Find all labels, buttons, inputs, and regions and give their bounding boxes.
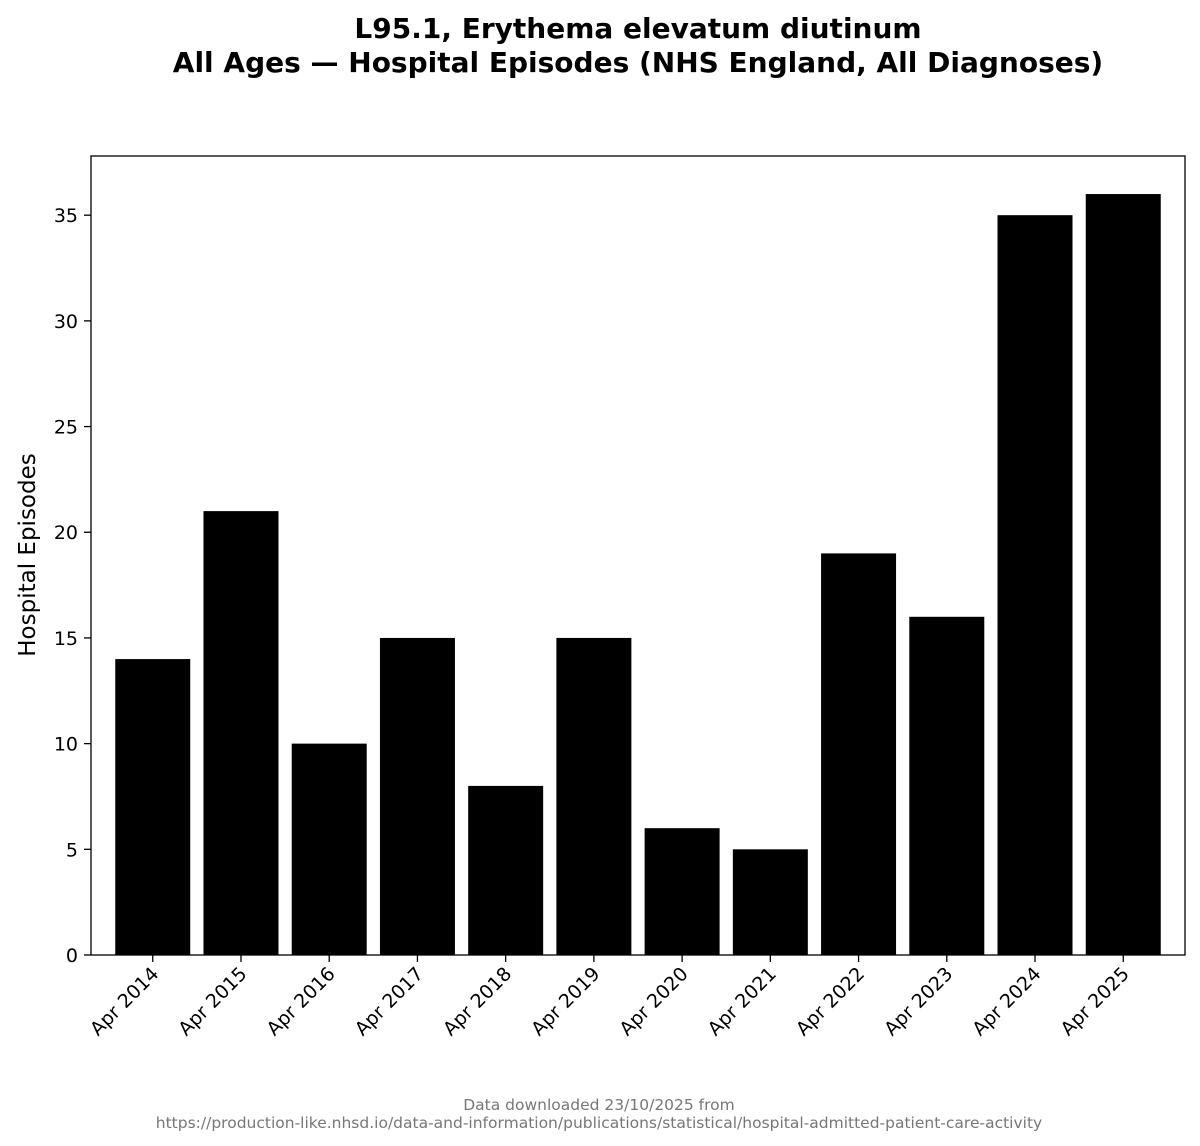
y-tick-label: 10 (54, 734, 78, 756)
y-tick-label: 20 (54, 522, 78, 544)
bar-apr-2025 (1085, 194, 1161, 956)
y-tick-label: 25 (54, 417, 78, 439)
bar-apr-2022 (821, 553, 897, 955)
bar-apr-2017 (379, 637, 455, 955)
x-tick-label: Apr 2018 (439, 963, 516, 1040)
y-tick-label: 35 (54, 205, 78, 227)
x-tick-label: Apr 2023 (880, 963, 957, 1040)
x-axis-ticks: Apr 2014 Apr 2015 Apr 2016 Apr 2017 Apr 2018… (86, 955, 1134, 1040)
bar-apr-2023 (909, 616, 985, 955)
x-tick-label: Apr 2022 (792, 963, 869, 1040)
x-tick-label: Apr 2024 (968, 963, 1045, 1040)
x-tick-label: Apr 2021 (704, 963, 781, 1040)
x-tick-label: Apr 2017 (351, 963, 428, 1040)
x-tick-label: Apr 2025 (1057, 963, 1134, 1040)
footer-source-line-2: https://production-like.nhsd.io/data-and… (156, 1114, 1042, 1132)
y-tick-label: 15 (54, 628, 78, 650)
chart-title: L95.1, Erythema elevatum diutinum (354, 12, 921, 45)
bar-apr-2021 (732, 849, 808, 955)
bar-apr-2019 (556, 637, 632, 955)
bar-apr-2024 (997, 215, 1073, 955)
bar-apr-2016 (291, 743, 367, 955)
bar-apr-2020 (644, 828, 720, 955)
y-tick-label: 0 (66, 945, 78, 967)
y-axis-ticks: 0 5 10 15 20 25 30 35 (54, 205, 91, 967)
y-axis-label: Hospital Episodes (15, 453, 41, 656)
x-tick-label: Apr 2020 (615, 963, 692, 1040)
footer-source-line-1: Data downloaded 23/10/2025 from (463, 1096, 735, 1114)
x-tick-label: Apr 2019 (527, 963, 604, 1040)
x-tick-label: Apr 2016 (262, 963, 339, 1040)
plot-frame (90, 155, 1186, 956)
bar-apr-2014 (115, 659, 191, 955)
y-tick-label: 5 (66, 839, 78, 861)
bar-apr-2018 (468, 785, 544, 955)
bars-group (115, 194, 1161, 956)
y-tick-label: 30 (54, 311, 78, 333)
chart-subtitle: All Ages — Hospital Episodes (NHS Englan… (173, 46, 1103, 79)
bar-apr-2015 (203, 511, 279, 955)
x-tick-label: Apr 2015 (174, 963, 251, 1040)
x-tick-label: Apr 2014 (86, 963, 163, 1040)
